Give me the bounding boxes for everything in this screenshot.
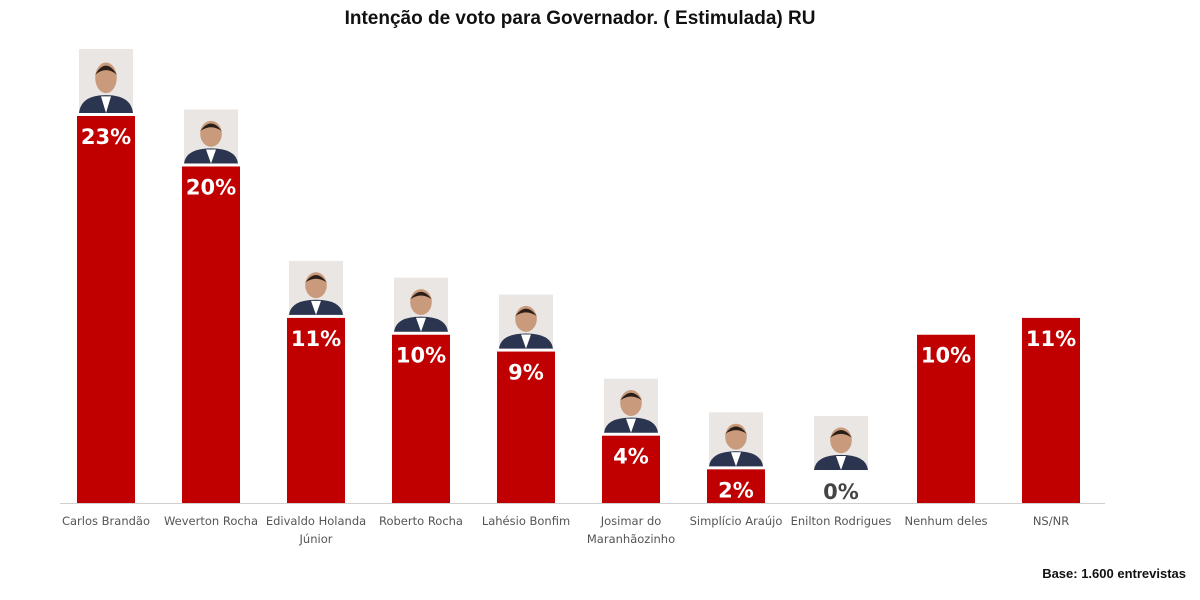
category-label: Weverton Rocha	[164, 514, 258, 528]
category-label: Enilton Rodrigues	[791, 514, 892, 528]
data-label: 20%	[186, 175, 236, 199]
category-label: Nenhum deles	[904, 514, 987, 528]
category-label: Carlos Brandão	[62, 514, 150, 528]
sample-base-note: Base: 1.600 entrevistas	[1042, 566, 1186, 581]
data-label: 9%	[508, 361, 544, 385]
category-label: Josimar do Maranhãozinho	[587, 514, 675, 546]
candidate-photo	[604, 378, 658, 433]
candidate-photo	[184, 109, 238, 164]
data-label: 10%	[396, 344, 446, 368]
category-label: Edivaldo Holanda Júnior	[266, 514, 366, 546]
data-label: 23%	[81, 125, 131, 149]
chart-title: Intenção de voto para Governador. ( Esti…	[344, 8, 816, 29]
bar	[182, 166, 240, 503]
bar	[287, 317, 345, 503]
category-label: NS/NR	[1033, 514, 1069, 528]
data-label: 11%	[291, 327, 341, 351]
bar	[602, 435, 660, 503]
data-label: 0%	[823, 480, 859, 504]
candidate-photo	[289, 260, 343, 315]
bar	[77, 116, 135, 503]
data-label: 10%	[921, 344, 971, 368]
bar	[1022, 317, 1080, 503]
bar	[707, 469, 765, 503]
candidate-photo	[499, 294, 553, 349]
candidate-photo	[814, 416, 868, 470]
candidate-photo	[394, 277, 448, 332]
bar	[392, 334, 450, 503]
data-label: 2%	[718, 478, 754, 502]
category-label: Lahésio Bonfim	[482, 514, 570, 528]
candidate-photo	[79, 49, 133, 113]
data-label: 11%	[1026, 327, 1076, 351]
bar	[917, 334, 975, 503]
category-label: Roberto Rocha	[379, 514, 463, 528]
category-label: Simplício Araújo	[690, 514, 783, 528]
candidate-photo	[709, 412, 763, 467]
bar	[497, 351, 555, 503]
data-label: 4%	[613, 445, 649, 469]
